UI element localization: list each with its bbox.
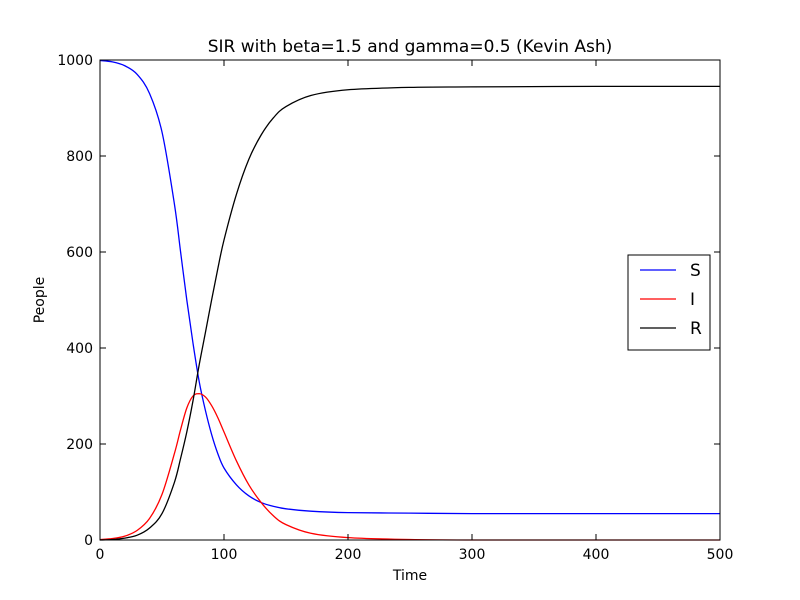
legend-label-r: R — [690, 319, 702, 339]
y-tick-label: 0 — [84, 533, 93, 549]
plot-frame — [99, 59, 721, 541]
y-tick-label: 200 — [66, 437, 93, 453]
legend-label-i: I — [690, 290, 695, 310]
series-line-r — [99, 85, 720, 541]
x-tick-label: 0 — [96, 547, 105, 563]
y-tick-label: 800 — [66, 149, 93, 165]
series-line-s — [99, 59, 720, 515]
y-axis-title: People — [32, 277, 48, 324]
axis-ticks: 0 100 200 300 400 500 0 200 400 600 800 1000 — [57, 53, 733, 563]
y-tick-label: 400 — [66, 341, 93, 357]
y-tick-label: 1000 — [57, 53, 93, 69]
x-tick-label: 100 — [211, 547, 238, 563]
legend: SIR — [627, 254, 711, 351]
legend-box — [627, 254, 711, 351]
x-tick-label: 200 — [335, 547, 362, 563]
x-tick-label: 400 — [583, 547, 610, 563]
x-tick-label: 300 — [459, 547, 486, 563]
y-tick-label: 600 — [66, 245, 93, 261]
x-tick-label: 500 — [707, 547, 734, 563]
series-line-i — [99, 392, 720, 541]
plot-area — [99, 59, 720, 541]
legend-label-s: S — [690, 261, 701, 281]
chart-title: SIR with beta=1.5 and gamma=0.5 (Kevin A… — [208, 37, 613, 57]
x-axis-title: Time — [392, 568, 427, 584]
